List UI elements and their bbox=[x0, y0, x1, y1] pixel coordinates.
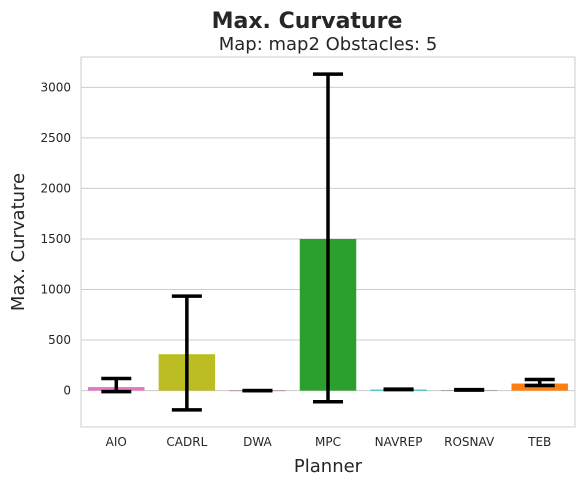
x-tick-label: DWA bbox=[243, 435, 272, 449]
x-tick-label: CADRL bbox=[166, 435, 207, 449]
error-bar-navrep bbox=[383, 387, 414, 392]
y-tick-label: 2500 bbox=[40, 131, 71, 145]
x-axis-label: Planner bbox=[294, 456, 363, 477]
x-tick-label: AIO bbox=[106, 435, 127, 449]
y-tick-label: 1000 bbox=[40, 283, 71, 297]
y-tick-labels: 0 500 1000 1500 2000 2500 3000 bbox=[40, 80, 71, 397]
error-bar-rosnav bbox=[454, 387, 485, 392]
x-tick-label: ROSNAV bbox=[444, 435, 495, 449]
y-tick-label: 500 bbox=[48, 333, 71, 347]
x-tick-label: MPC bbox=[315, 435, 341, 449]
y-tick-label: 2000 bbox=[40, 181, 71, 195]
y-axis-label: Max. Curvature bbox=[8, 173, 29, 311]
chart-subtitle: Map: map2 Obstacles: 5 bbox=[219, 34, 438, 55]
x-tick-label: NAVREP bbox=[375, 435, 423, 449]
error-bar-teb bbox=[524, 377, 555, 388]
y-tick-label: 3000 bbox=[40, 80, 71, 94]
chart-title: Max. Curvature bbox=[212, 9, 403, 34]
y-tick-label: 1500 bbox=[40, 232, 71, 246]
error-bar-layer bbox=[101, 72, 555, 412]
error-bar-mpc bbox=[313, 72, 343, 404]
error-bar-aio bbox=[101, 376, 132, 394]
error-bar-cadrl bbox=[171, 294, 202, 412]
x-tick-labels: AIO CADRL DWA MPC NAVREP ROSNAV TEB bbox=[106, 435, 552, 449]
y-tick-label: 0 bbox=[63, 384, 71, 398]
x-tick-label: TEB bbox=[527, 435, 551, 449]
